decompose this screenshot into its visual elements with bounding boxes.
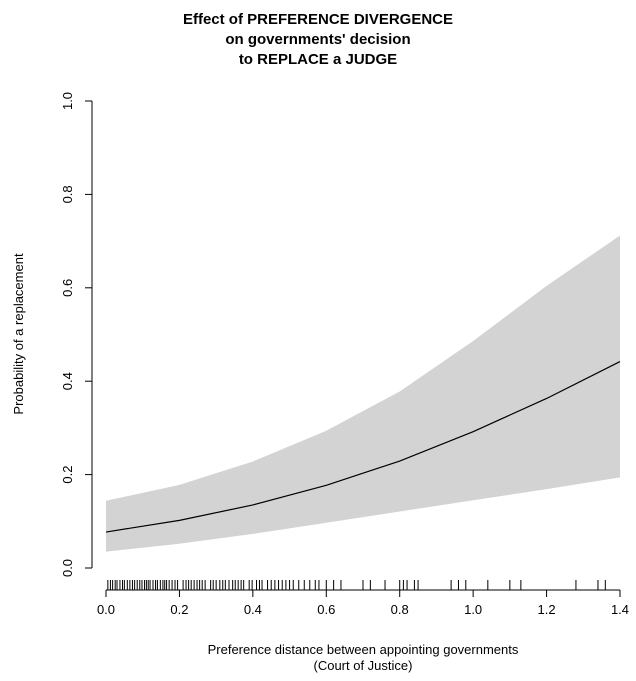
y-tick-label: 0.8 [60,185,75,203]
x-axis: 0.0 0.2 0.4 0.6 0.8 1.0 1.2 1.4 [97,589,629,617]
y-tick-label: 0.6 [60,279,75,297]
y-axis-label-text: Probability of a replacement [11,253,26,415]
y-axis: 0.0 0.2 0.4 0.6 0.8 1.0 [60,92,93,577]
x-axis-label-line: Preference distance between appointing g… [208,642,519,657]
rug [107,580,606,590]
x-axis-label-line: (Court of Justice) [314,658,413,673]
x-tick-label: 0.8 [391,602,409,617]
chart-title-line: to REPLACE a JUDGE [239,51,397,68]
y-axis-label: Probability of a replacement [11,253,26,415]
x-tick-label: 0.2 [170,602,188,617]
y-tick-label: 0.2 [60,466,75,484]
x-tick-label: 0.4 [244,602,262,617]
x-tick-label: 1.4 [611,602,629,617]
x-axis-label: Preference distance between appointing g… [208,642,519,673]
chart-title-line: Effect of PREFERENCE DIVERGENCE [183,11,453,28]
x-tick-label: 0.0 [97,602,115,617]
y-tick-label: 0.4 [60,372,75,390]
x-tick-label: 1.2 [538,602,556,617]
y-tick-label: 0.0 [60,559,75,577]
chart-title: Effect of PREFERENCE DIVERGENCE on govern… [183,11,453,68]
predicted-probability-line [105,361,621,533]
plot-area [105,235,621,552]
chart-title-line: on governments' decision [225,31,410,48]
x-tick-label: 1.0 [464,602,482,617]
y-tick-label: 1.0 [60,92,75,110]
confidence-band [106,235,620,552]
x-tick-label: 0.6 [317,602,335,617]
